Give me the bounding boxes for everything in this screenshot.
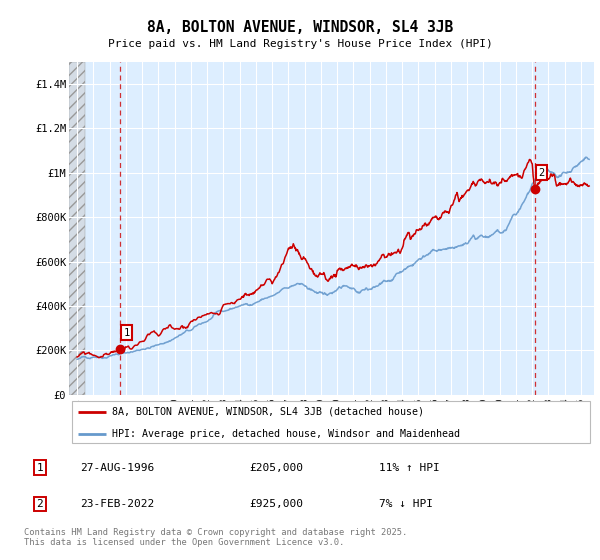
Text: 8A, BOLTON AVENUE, WINDSOR, SL4 3JB: 8A, BOLTON AVENUE, WINDSOR, SL4 3JB xyxy=(147,20,453,35)
Text: 1: 1 xyxy=(37,463,43,473)
Text: 8A, BOLTON AVENUE, WINDSOR, SL4 3JB (detached house): 8A, BOLTON AVENUE, WINDSOR, SL4 3JB (det… xyxy=(112,407,424,417)
Text: 2: 2 xyxy=(37,499,43,509)
Text: 1: 1 xyxy=(124,328,130,338)
FancyBboxPatch shape xyxy=(71,401,590,444)
Bar xyxy=(69,62,85,395)
Text: £925,000: £925,000 xyxy=(250,499,304,509)
Text: HPI: Average price, detached house, Windsor and Maidenhead: HPI: Average price, detached house, Wind… xyxy=(112,429,460,438)
Bar xyxy=(69,62,85,395)
Text: 23-FEB-2022: 23-FEB-2022 xyxy=(80,499,155,509)
Text: 7% ↓ HPI: 7% ↓ HPI xyxy=(379,499,433,509)
Text: 2: 2 xyxy=(538,167,544,178)
Text: £205,000: £205,000 xyxy=(250,463,304,473)
Text: 11% ↑ HPI: 11% ↑ HPI xyxy=(379,463,440,473)
Text: Price paid vs. HM Land Registry's House Price Index (HPI): Price paid vs. HM Land Registry's House … xyxy=(107,39,493,49)
Text: Contains HM Land Registry data © Crown copyright and database right 2025.
This d: Contains HM Land Registry data © Crown c… xyxy=(24,528,407,547)
Text: 27-AUG-1996: 27-AUG-1996 xyxy=(80,463,155,473)
